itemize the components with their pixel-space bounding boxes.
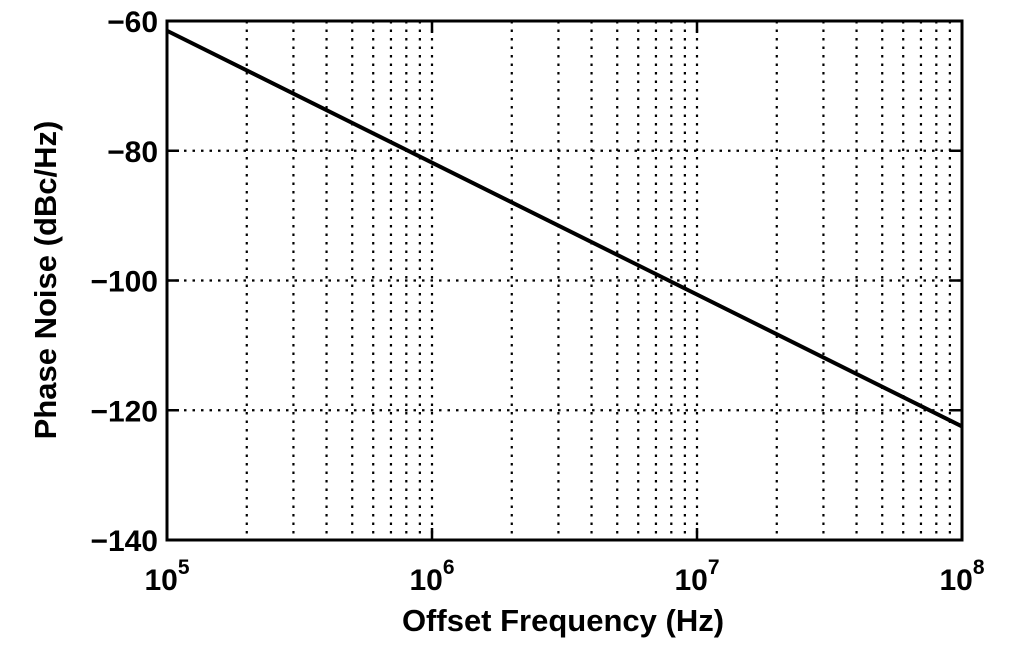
x-axis-label: Offset Frequency (Hz) <box>402 603 724 638</box>
series-group <box>166 28 963 429</box>
phase-noise-line <box>166 28 963 429</box>
grid <box>167 21 962 540</box>
y-tick-label: −80 <box>107 136 158 169</box>
x-tick-label: 108 <box>939 556 984 597</box>
y-tick-label: −100 <box>90 266 158 299</box>
x-axis: 105 106 107 108 <box>144 21 985 597</box>
y-tick-label: −140 <box>90 525 158 558</box>
x-tick-label: 107 <box>674 556 719 597</box>
x-tick-label: 106 <box>409 556 454 597</box>
y-axis-label: Phase Noise (dBc/Hz) <box>28 121 63 440</box>
y-axis: −60 −80 −100 −120 −140 <box>90 6 962 558</box>
plot-frame <box>165 19 964 542</box>
x-tick-label: 105 <box>144 556 189 597</box>
y-tick-label: −120 <box>90 395 158 428</box>
y-tick-label: −60 <box>107 6 158 39</box>
